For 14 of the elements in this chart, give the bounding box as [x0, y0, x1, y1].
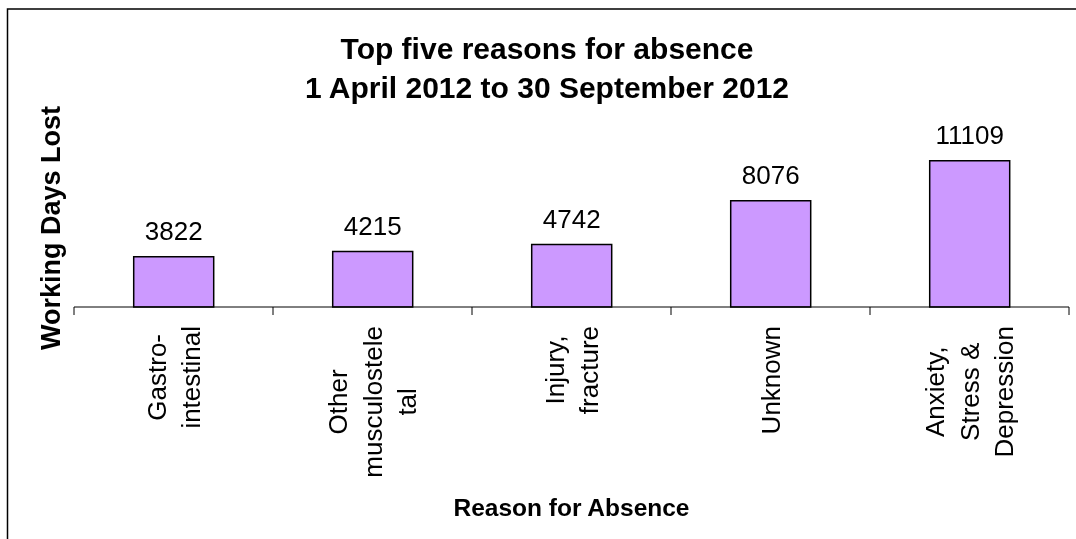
chart-title: Top five reasons for absence	[340, 32, 754, 65]
y-axis-title: Working Days Lost	[36, 105, 66, 351]
data-label: 11109	[935, 119, 1004, 150]
x-tick-label: Unknown	[755, 325, 786, 435]
data-label: 4215	[343, 210, 402, 241]
data-label: 4742	[542, 203, 601, 234]
data-label: 8076	[741, 159, 800, 190]
x-tick-label: Injury, fracture	[539, 325, 605, 415]
x-axis-title: Reason for Absence	[453, 494, 690, 521]
data-label: 3822	[144, 215, 203, 246]
x-tick-label: Gastro- intestinal	[141, 326, 207, 429]
x-tick-label: Other musculostele tal	[323, 326, 423, 478]
chart-subtitle: 1 April 2012 to 30 September 2012	[304, 71, 790, 104]
x-tick-label: Anxiety, Stress & Depression	[920, 326, 1020, 458]
